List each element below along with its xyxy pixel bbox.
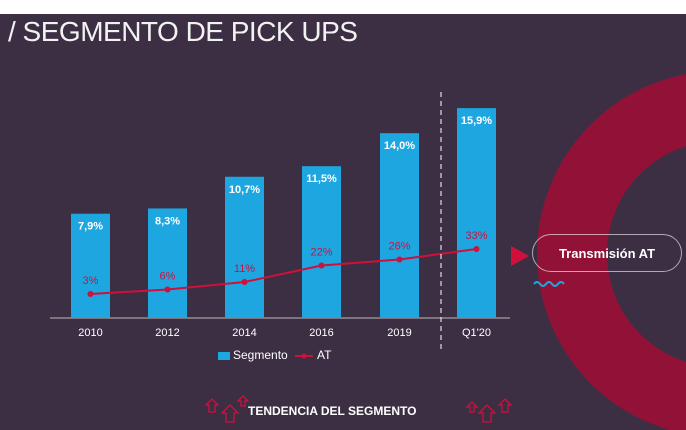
at-point: [241, 279, 248, 285]
decor-ring: [537, 74, 686, 430]
slide: 7,9% 2010 8,3% 2012 10,7% 2014 11,5% 2016 14,0% 2…: [0, 14, 686, 430]
x-tick-label: Q1'20: [462, 327, 491, 339]
x-tick-label: 2012: [155, 327, 179, 339]
bar: [457, 108, 496, 319]
bar: [380, 133, 419, 318]
bar: [148, 208, 187, 318]
at-point: [318, 262, 325, 269]
x-tick-label: 2019: [387, 327, 411, 339]
bar-label: 10,7%: [229, 184, 260, 196]
bar: [302, 166, 341, 318]
triangle-arrow-icon: [511, 246, 529, 266]
transmision-at-button[interactable]: Transmisión AT: [532, 234, 682, 272]
x-tick-label: 2016: [309, 327, 333, 339]
at-label: 3%: [83, 275, 99, 287]
footer-text: TENDENCIA DEL SEGMENTO: [248, 404, 417, 418]
at-label: 6%: [160, 271, 176, 283]
bar-label: 15,9%: [461, 115, 492, 127]
bar-label: 11,5%: [306, 173, 337, 185]
legend-swatch-segmento: [218, 352, 230, 360]
at-line: [90, 248, 477, 295]
bar: [71, 213, 110, 318]
wave-icon: [533, 281, 565, 287]
arrow-up-icons: [204, 395, 513, 423]
at-label: 26%: [388, 241, 410, 253]
at-point: [164, 286, 171, 293]
bar-label: 7,9%: [78, 221, 103, 233]
at-point: [396, 256, 403, 263]
at-label: 22%: [310, 247, 332, 259]
chart: 7,9% 2010 8,3% 2012 10,7% 2014 11,5% 2016 14,0% 2…: [50, 74, 686, 430]
bar-label: 8,3%: [155, 215, 180, 227]
at-label: 11%: [234, 263, 255, 275]
legend-segmento: Segmento: [233, 348, 288, 362]
x-tick-label: 2010: [78, 327, 102, 339]
at-label: 33%: [465, 230, 487, 242]
page-title: / SEGMENTO DE PICK UPS: [8, 16, 358, 47]
at-point: [87, 291, 94, 297]
at-point: [473, 246, 480, 252]
legend-at: AT: [317, 348, 332, 362]
x-tick-label: 2014: [232, 327, 256, 339]
bar-label: 14,0%: [384, 140, 415, 152]
bar: [225, 176, 264, 318]
